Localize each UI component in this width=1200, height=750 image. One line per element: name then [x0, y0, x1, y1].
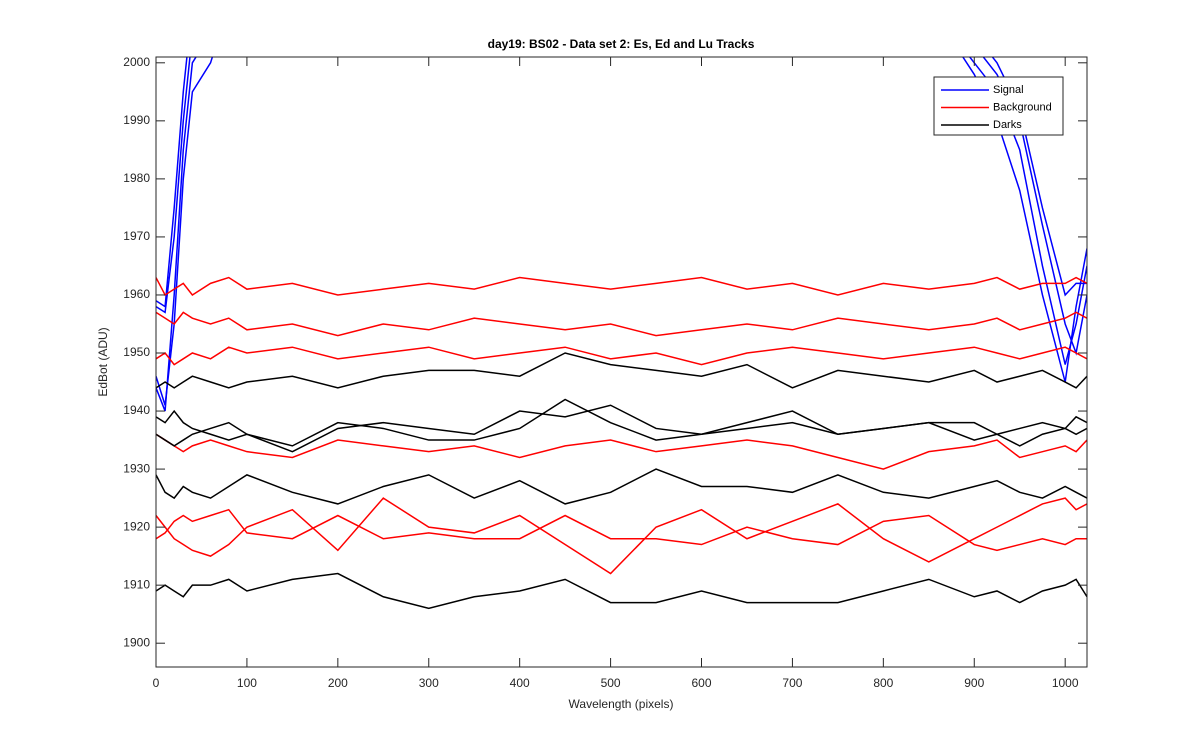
- y-tick-label: 1950: [123, 345, 150, 359]
- y-tick-label: 1900: [123, 635, 150, 649]
- x-tick-label: 100: [237, 676, 257, 690]
- x-tick-label: 300: [419, 676, 439, 690]
- y-tick-label: 1960: [123, 287, 150, 301]
- data-line: [156, 352, 1087, 389]
- data-line: [156, 468, 1087, 505]
- legend-label: Darks: [993, 119, 1022, 131]
- data-line: [156, 57, 1087, 412]
- data-line: [156, 497, 1087, 575]
- x-tick-label: 800: [873, 676, 893, 690]
- data-line: [156, 346, 1087, 366]
- y-tick-label: 1970: [123, 229, 150, 243]
- legend-label: Background: [993, 101, 1052, 113]
- x-tick-label: 600: [691, 676, 711, 690]
- plot-frame: [155, 56, 1088, 668]
- x-tick-label: 400: [510, 676, 530, 690]
- chart-title: day19: BS02 - Data set 2: Es, Ed and Lu …: [488, 37, 755, 51]
- y-tick-label: 1910: [123, 577, 150, 591]
- x-tick-label: 700: [782, 676, 802, 690]
- data-line: [156, 404, 1087, 453]
- y-tick-label: 1940: [123, 403, 150, 417]
- y-axis-label: EdBot (ADU): [96, 327, 110, 396]
- x-axis-label: Wavelength (pixels): [569, 697, 674, 711]
- y-tick-label: 1990: [123, 113, 150, 127]
- data-line: [156, 276, 1087, 297]
- y-tick-label: 1980: [123, 171, 150, 185]
- data-line: [156, 433, 1087, 470]
- data-line: [156, 311, 1087, 337]
- data-line: [156, 572, 1087, 610]
- legend-label: Signal: [993, 84, 1024, 96]
- x-tick-label: 0: [153, 676, 160, 690]
- plot-area: [156, 57, 1087, 667]
- x-tick-label: 200: [328, 676, 348, 690]
- y-tick-label: 2000: [123, 55, 150, 69]
- x-tick-label: 1000: [1052, 676, 1079, 690]
- y-tick-label: 1930: [123, 461, 150, 475]
- x-tick-label: 900: [964, 676, 984, 690]
- legend: Signal Background Darks: [933, 76, 1064, 136]
- data-line: [156, 508, 1087, 552]
- axes: 0 100 200 300 400 500 600 700 800 900 1000 1900 1910…: [123, 55, 1087, 690]
- y-tick-label: 1920: [123, 519, 150, 533]
- x-tick-label: 500: [601, 676, 621, 690]
